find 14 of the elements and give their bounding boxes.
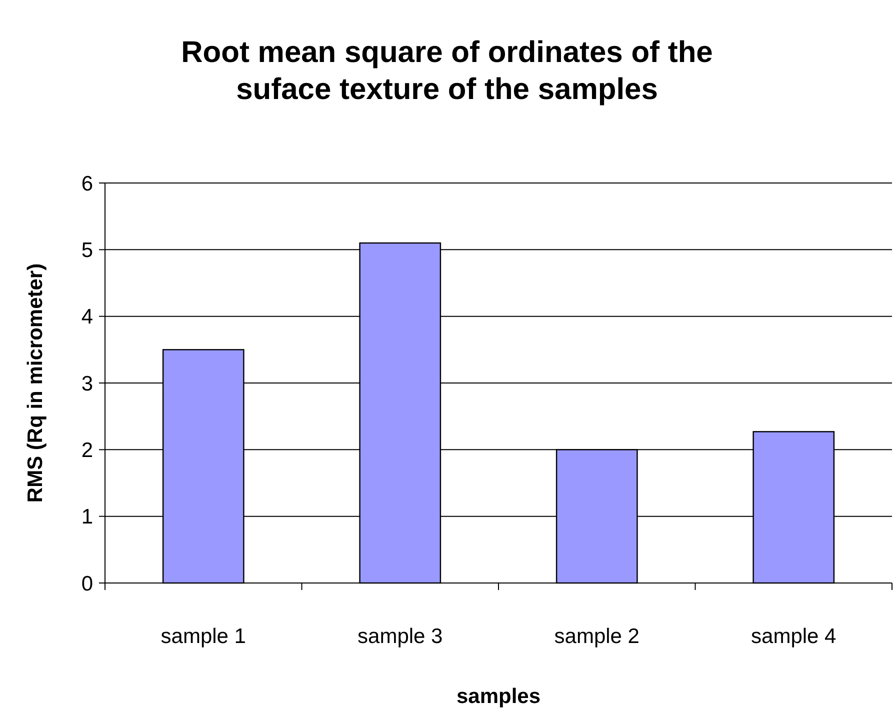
- y-tick-label: 6: [81, 172, 93, 196]
- x-tick-label: sample 4: [751, 625, 837, 648]
- y-tick-label: 2: [81, 439, 93, 462]
- y-tick-label: 4: [81, 306, 94, 329]
- x-tick-label: sample 1: [160, 625, 246, 648]
- x-tick-label: sample 3: [358, 625, 443, 648]
- x-axis-title: samples: [456, 685, 541, 708]
- x-tick-label: sample 2: [554, 625, 640, 648]
- y-tick-label: 5: [81, 239, 93, 262]
- y-tick-label: 0: [81, 572, 93, 596]
- y-axis-title: RMS (Rq in micrometer): [24, 263, 47, 503]
- chart-title: Root mean square of ordinates of the suface texture of the samples: [181, 36, 713, 106]
- y-tick-label: 3: [81, 372, 93, 396]
- y-tick-label: 1: [81, 506, 93, 529]
